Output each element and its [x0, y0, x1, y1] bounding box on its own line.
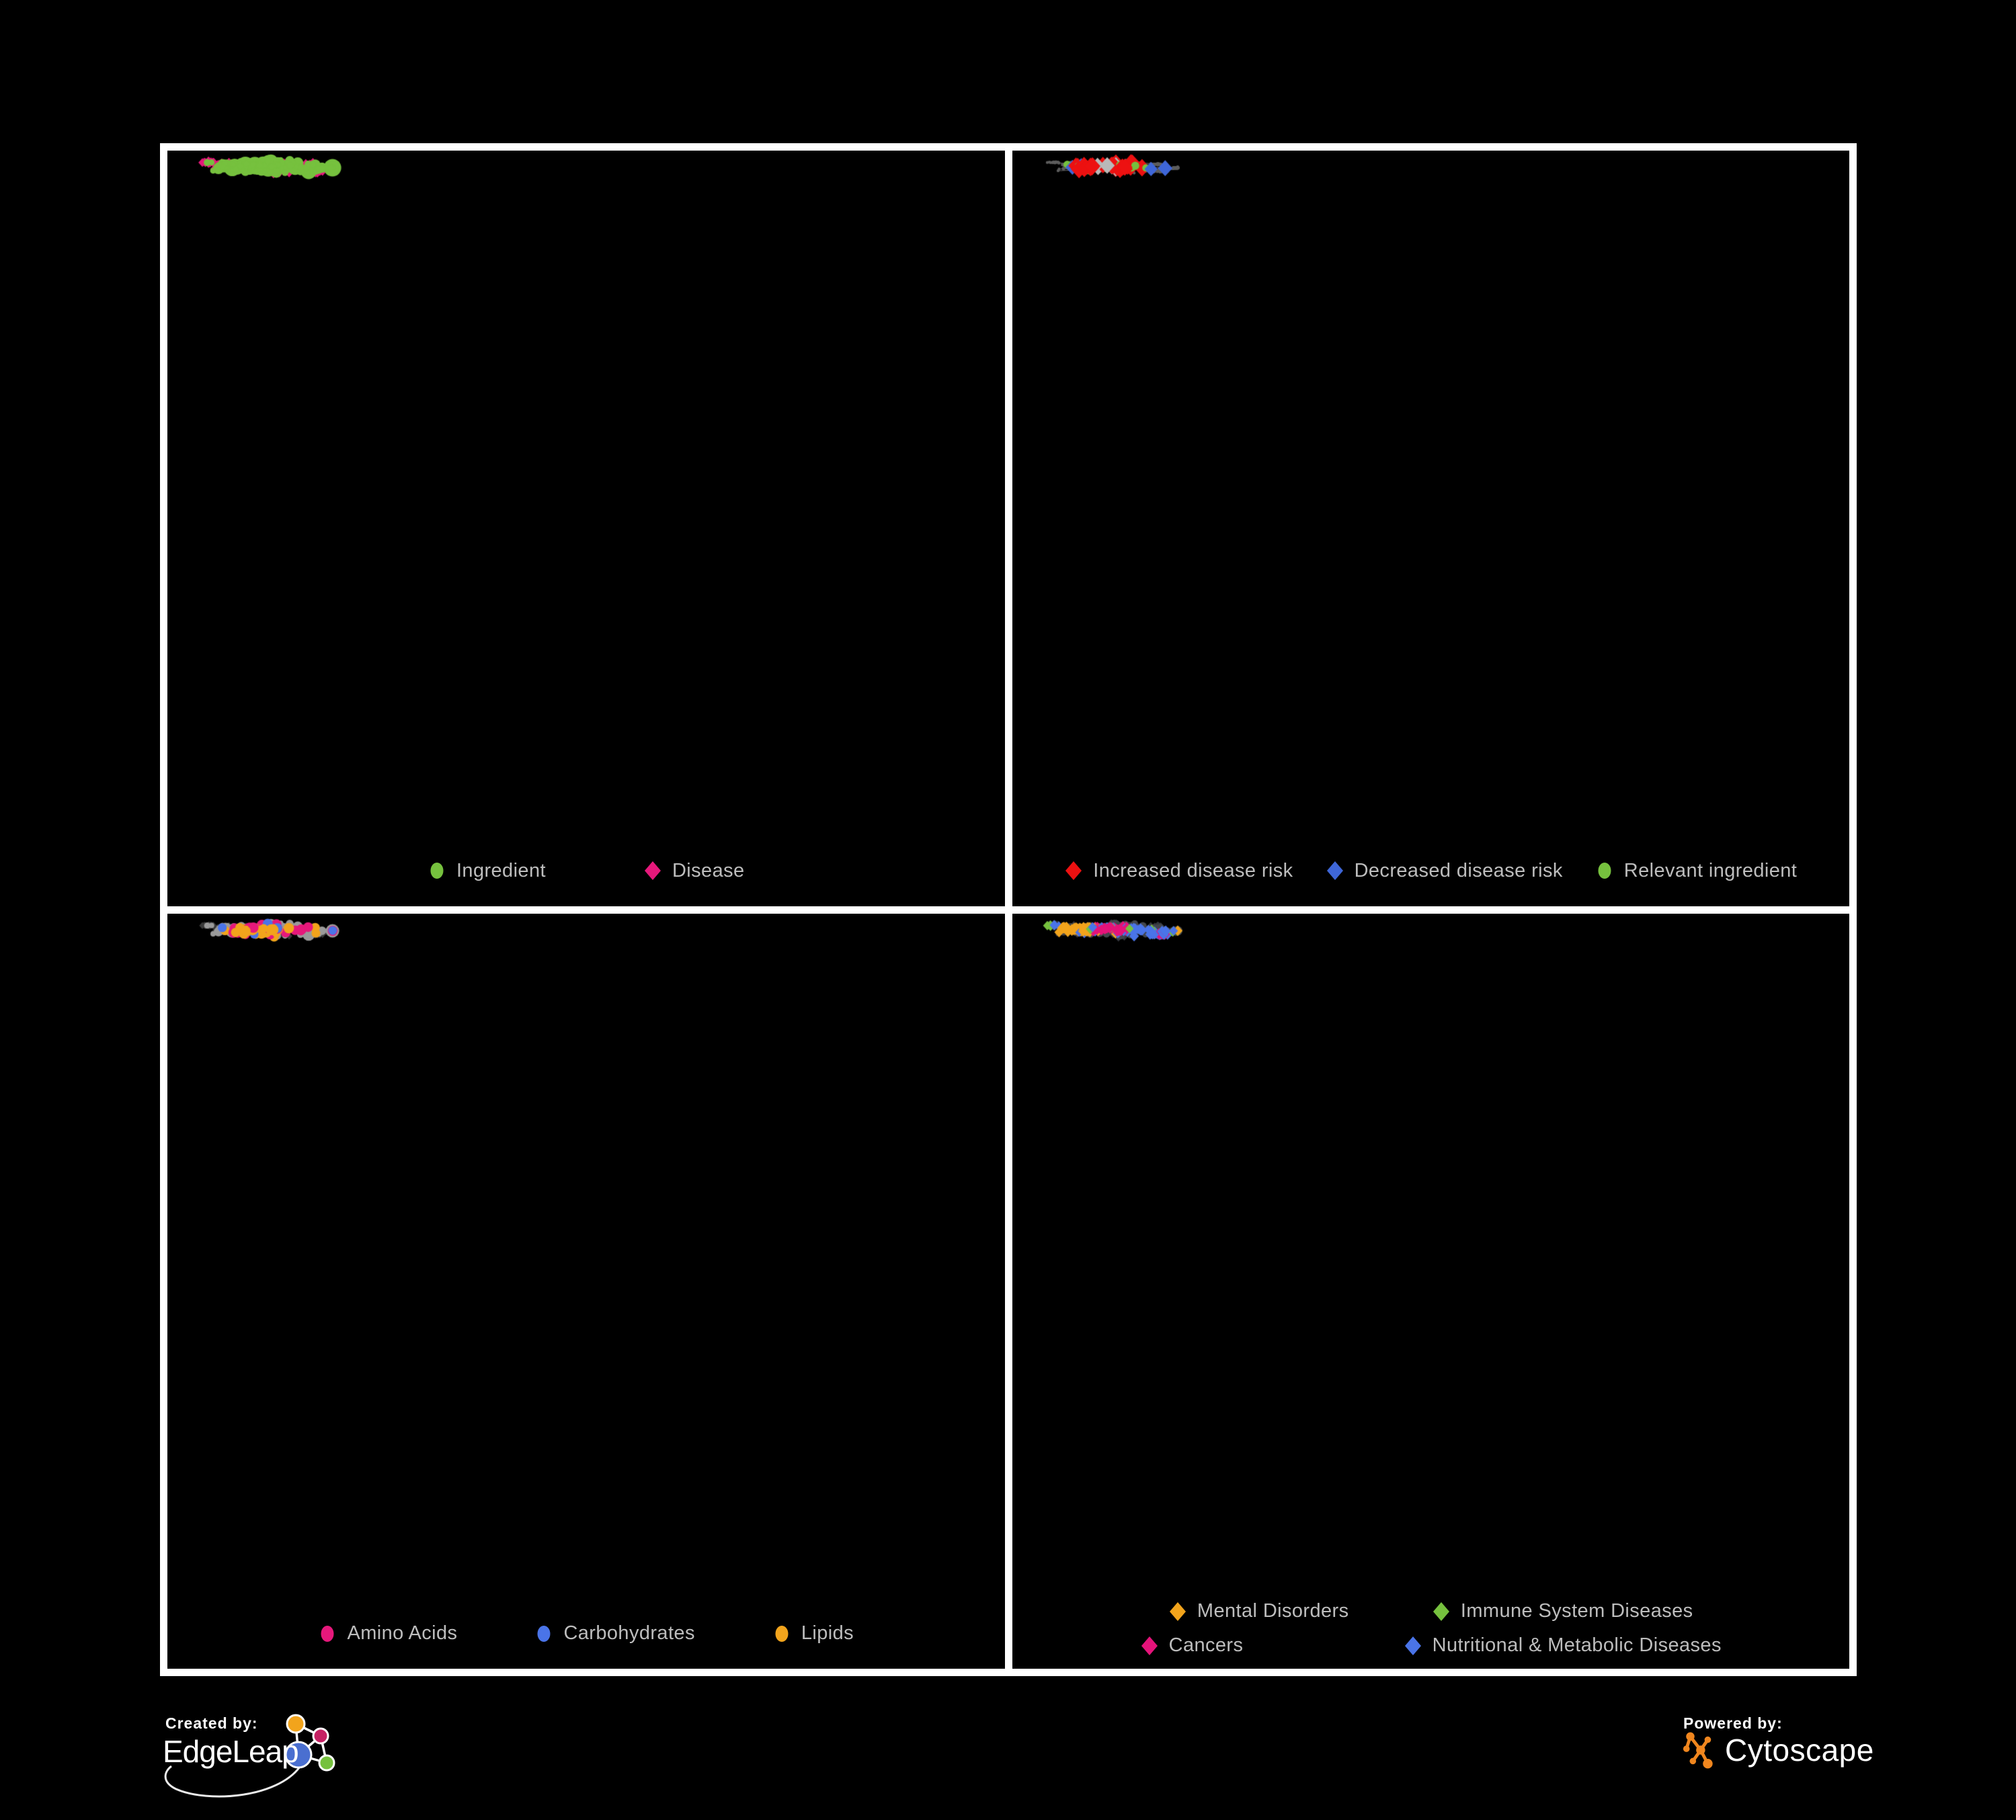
legend-label: Cancers [1168, 1634, 1244, 1656]
legend-item: Amino Acids [318, 1622, 457, 1645]
edgeleap-credit: Created by: EdgeLeap [161, 1709, 450, 1820]
edgeleap-node-magenta [312, 1727, 329, 1745]
legend-disease-categories: Mental Disorders Immune System Diseases Ca… [1012, 1600, 1850, 1657]
panel-grid: Ingredient Disease Increased disease risk… [160, 143, 1857, 1676]
legend-disease-risk: Increased disease risk Decreased disease … [1012, 860, 1850, 882]
edgeleap-logo [164, 1714, 335, 1798]
legend-ingredient-disease: Ingredient Disease [167, 860, 1005, 882]
circle-marker-icon [430, 863, 444, 879]
legend-label: Decreased disease risk [1354, 859, 1563, 881]
legend-row: Cancers Nutritional & Metabolic Diseases [1140, 1634, 1722, 1657]
powered-by-label: Powered by: [1683, 1714, 1783, 1732]
legend-label: Disease [672, 859, 745, 881]
circle-marker-icon [775, 1625, 789, 1642]
cytoscape-wordmark: Cytoscape [1725, 1733, 1874, 1768]
panel-disease-categories: Mental Disorders Immune System Diseases Ca… [1012, 913, 1850, 1669]
legend-macronutrients: Amino Acids Carbohydrates Lipids [167, 1622, 1005, 1645]
circle-marker-icon [321, 1625, 334, 1642]
legend-item: Ingredient [428, 860, 546, 882]
legend-row: Mental Disorders Immune System Diseases [1168, 1600, 1693, 1622]
diamond-marker-icon [1141, 1636, 1158, 1655]
legend-item: Increased disease risk [1064, 860, 1293, 882]
network-ingredient-disease [167, 151, 369, 251]
legend-item: Decreased disease risk [1326, 860, 1563, 882]
cytoscape-credit: Powered by: Cytoscape [1679, 1709, 1901, 1817]
cytoscape-logo [1683, 1732, 1713, 1769]
legend-item: Relevant ingredient [1595, 860, 1797, 882]
circle-marker-icon [1598, 863, 1611, 879]
legend-label: Ingredient [456, 859, 546, 881]
legend-label: Relevant ingredient [1623, 859, 1798, 881]
diamond-marker-icon [1169, 1601, 1186, 1621]
panel-macronutrients: Amino Acids Carbohydrates Lipids [167, 913, 1005, 1669]
legend-row: Amino Acids Carbohydrates Lipids [318, 1622, 854, 1645]
diamond-marker-icon [644, 861, 661, 880]
edgeleap-wordmark: EdgeLeap [163, 1734, 299, 1769]
legend-item: Mental Disorders [1168, 1600, 1432, 1622]
legend-label: Amino Acids [347, 1622, 458, 1644]
legend-label: Lipids [801, 1622, 854, 1644]
edgeleap-node-orange [286, 1714, 306, 1734]
diamond-marker-icon [1404, 1636, 1421, 1655]
legend-label: Carbohydrates [563, 1622, 695, 1644]
panel-ingredient-disease: Ingredient Disease [167, 151, 1005, 906]
edgeleap-swoosh [164, 1765, 301, 1798]
diamond-marker-icon [1065, 861, 1082, 880]
legend-row: Ingredient Disease [428, 860, 745, 882]
legend-label: Nutritional & Metabolic Diseases [1432, 1634, 1722, 1656]
panel-disease-risk: Increased disease risk Decreased disease … [1012, 151, 1850, 906]
network-macronutrients [167, 913, 369, 1015]
network-disease-risk [1012, 151, 1214, 251]
legend-label: Mental Disorders [1197, 1600, 1349, 1622]
edgeleap-node-blue [284, 1741, 313, 1769]
diamond-marker-icon [1433, 1601, 1449, 1621]
legend-item: Carbohydrates [534, 1622, 694, 1645]
legend-item: Lipids [772, 1622, 854, 1645]
created-by-label: Created by: [165, 1714, 258, 1732]
circle-marker-icon [537, 1625, 551, 1642]
network-disease-categories [1012, 913, 1214, 1015]
legend-row: Increased disease risk Decreased disease … [1064, 860, 1797, 882]
legend-item: Cancers [1140, 1634, 1404, 1657]
edgeleap-node-green [318, 1754, 335, 1772]
legend-label: Increased disease risk [1093, 859, 1293, 881]
legend-item: Disease [643, 860, 745, 882]
legend-item: Immune System Diseases [1432, 1600, 1693, 1622]
legend-label: Immune System Diseases [1460, 1600, 1693, 1622]
diamond-marker-icon [1326, 861, 1343, 880]
legend-item: Nutritional & Metabolic Diseases [1404, 1634, 1722, 1657]
